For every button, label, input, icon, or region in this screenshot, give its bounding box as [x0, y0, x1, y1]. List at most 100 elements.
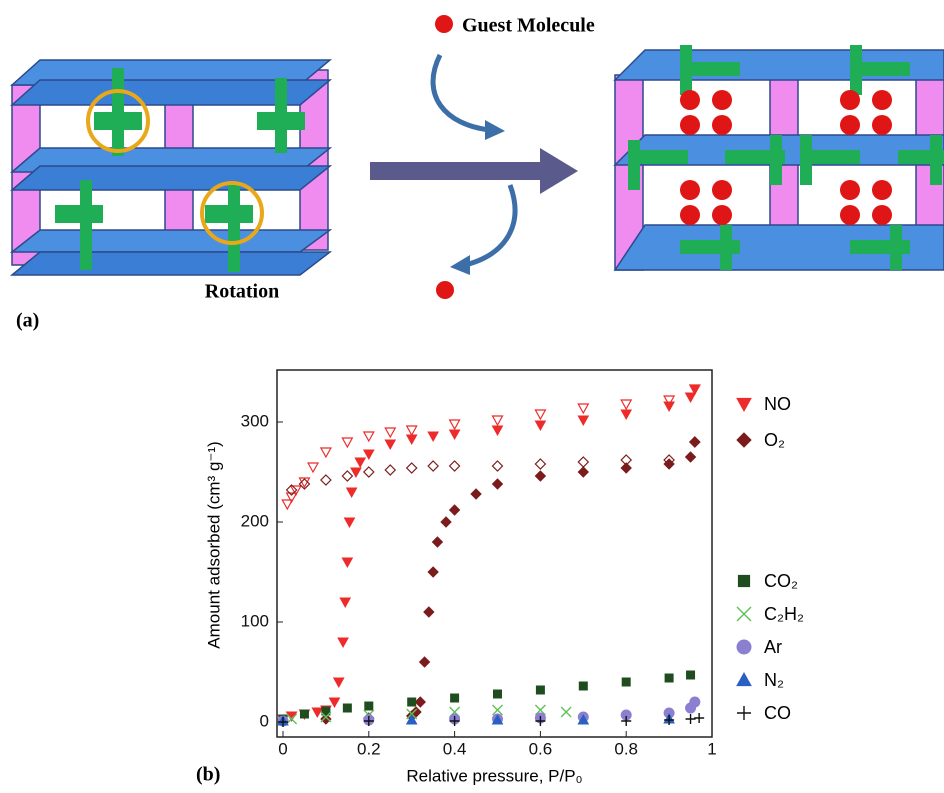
marker	[407, 426, 417, 435]
marker	[347, 488, 357, 497]
marker	[364, 432, 374, 441]
marker	[342, 471, 352, 481]
y-tick-label: 200	[241, 511, 269, 530]
marker	[415, 697, 425, 707]
legend-marker	[737, 433, 751, 447]
marker	[535, 410, 545, 419]
marker	[493, 461, 503, 471]
marker	[578, 467, 588, 477]
marker	[665, 674, 673, 682]
marker	[578, 457, 588, 467]
marker	[536, 686, 544, 694]
marker	[493, 479, 503, 489]
x-tick-label: 0.4	[443, 739, 467, 758]
marker	[451, 694, 459, 702]
marker	[300, 710, 308, 718]
marker	[355, 458, 365, 467]
legend-marker	[738, 575, 749, 586]
marker	[343, 704, 351, 712]
x-tick-label: 0.6	[529, 739, 553, 758]
marker	[578, 404, 588, 413]
marker	[694, 713, 704, 723]
y-tick-label: 0	[260, 711, 269, 730]
marker	[579, 682, 587, 690]
marker	[407, 463, 417, 473]
marker	[621, 410, 631, 419]
marker	[428, 432, 438, 441]
y-tick-label: 300	[241, 411, 269, 430]
marker	[622, 678, 630, 686]
panel-label: (a)	[16, 310, 39, 332]
figure: Guest Molecule Rotation (a) (b) 00.20.40…	[0, 0, 944, 793]
y-tick-label: 100	[241, 611, 269, 630]
marker	[334, 678, 344, 687]
legend-label: CO₂	[764, 571, 798, 591]
x-axis-label: Relative pressure, P/P₀	[406, 766, 582, 785]
marker	[420, 657, 430, 667]
marker	[578, 416, 588, 425]
marker	[342, 558, 352, 567]
rotation-label: Rotation	[205, 281, 279, 303]
marker	[428, 567, 438, 577]
marker	[365, 702, 373, 710]
diagram-a: Guest Molecule Rotation (a)	[12, 15, 944, 332]
marker	[450, 505, 460, 515]
marker	[686, 393, 696, 402]
arrow	[370, 162, 540, 180]
marker	[535, 421, 545, 430]
marker	[407, 435, 417, 444]
legend-label: Ar	[764, 637, 782, 657]
marker	[428, 461, 438, 471]
marker	[450, 420, 460, 429]
legend-marker	[737, 398, 751, 411]
marker	[342, 438, 352, 447]
marker	[621, 400, 631, 409]
marker	[321, 448, 331, 457]
legend-marker	[737, 607, 751, 621]
chart: 0 0.2 0.4 0.6 0.8 1 0 100 200 300 Relative pressur…	[204, 370, 804, 785]
legend-label: C₂H₂	[764, 604, 804, 624]
legend-marker	[737, 640, 751, 654]
legend-label: N₂	[764, 670, 784, 690]
plot-frame	[277, 370, 712, 737]
marker	[321, 475, 331, 485]
marker	[385, 465, 395, 475]
legend-label: NO	[764, 394, 791, 414]
marker	[535, 471, 545, 481]
x-tick-label: 1	[707, 739, 716, 758]
legend-label: O₂	[764, 430, 785, 450]
legend-marker	[737, 673, 751, 686]
marker	[493, 426, 503, 435]
marker	[364, 467, 374, 477]
marker	[450, 461, 460, 471]
x-tick-label: 0.2	[357, 739, 381, 758]
marker	[340, 598, 350, 607]
marker	[450, 430, 460, 439]
marker	[432, 537, 442, 547]
legend-marker	[737, 706, 751, 720]
marker	[441, 517, 451, 527]
marker	[690, 437, 700, 447]
guest-label: Guest Molecule	[462, 15, 595, 37]
marker	[385, 428, 395, 437]
marker	[686, 714, 696, 724]
x-tick-label: 0	[278, 739, 287, 758]
marker	[687, 671, 695, 679]
marker	[424, 607, 434, 617]
marker	[664, 402, 674, 411]
marker	[664, 459, 674, 469]
y-axis-label: Amount adsorbed (cm³ g⁻¹)	[204, 441, 223, 648]
marker	[385, 440, 395, 449]
panel-label: (b)	[196, 764, 220, 786]
marker	[408, 698, 416, 706]
marker	[345, 518, 355, 527]
marker	[561, 707, 571, 717]
marker	[338, 638, 348, 647]
x-tick-label: 0.8	[614, 739, 638, 758]
marker	[494, 690, 502, 698]
marker	[493, 416, 503, 425]
marker	[686, 452, 696, 462]
marker	[308, 463, 318, 472]
marker	[471, 489, 481, 499]
marker	[690, 697, 700, 707]
